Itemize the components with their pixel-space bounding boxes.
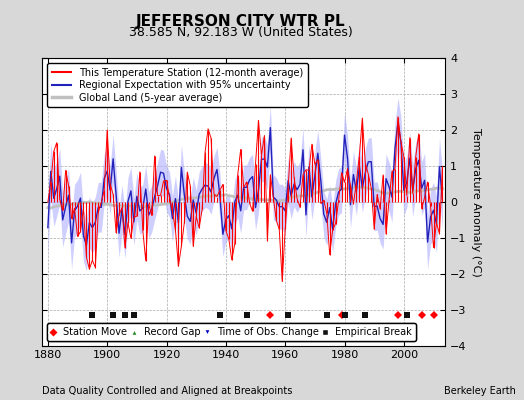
Y-axis label: Temperature Anomaly (°C): Temperature Anomaly (°C)	[471, 128, 481, 276]
Legend: Station Move, Record Gap, Time of Obs. Change, Empirical Break: Station Move, Record Gap, Time of Obs. C…	[47, 323, 416, 341]
Text: 38.585 N, 92.183 W (United States): 38.585 N, 92.183 W (United States)	[129, 26, 353, 39]
Text: Berkeley Earth: Berkeley Earth	[444, 386, 516, 396]
Text: Data Quality Controlled and Aligned at Breakpoints: Data Quality Controlled and Aligned at B…	[42, 386, 292, 396]
Text: JEFFERSON CITY WTR PL: JEFFERSON CITY WTR PL	[136, 14, 346, 29]
